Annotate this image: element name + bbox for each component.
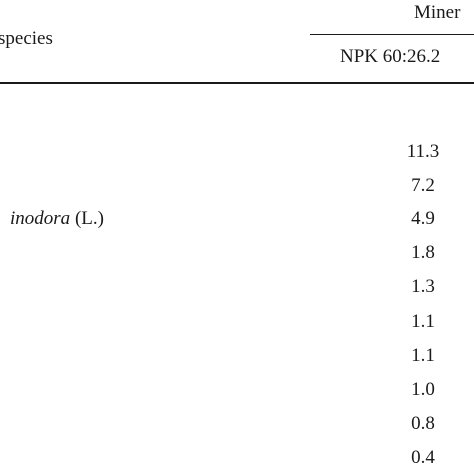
value-cell: 11.3 (406, 141, 440, 162)
header-bottom-rule (0, 82, 474, 84)
species-authority: (L.) (70, 208, 104, 229)
value-cell: 1.1 (411, 311, 435, 332)
value-cell: 7.2 (411, 175, 435, 196)
value-cell: 1.0 (411, 379, 435, 400)
value-cell: 0.4 (411, 447, 435, 468)
value-cell: 1.8 (411, 242, 435, 263)
mineral-group-header: Miner (414, 2, 461, 23)
group-underline (310, 34, 474, 36)
species-name-row-3: inodora (L.) (10, 208, 104, 230)
value-cell: 4.9 (411, 208, 435, 229)
species-name-italic: inodora (10, 208, 71, 229)
value-cell: 0.8 (411, 413, 435, 434)
value-cell: 1.3 (411, 276, 435, 297)
value-cell: 1.1 (411, 345, 435, 366)
species-column-header: species (0, 28, 53, 49)
npk-column-header: NPK 60:26.2 (340, 46, 441, 67)
